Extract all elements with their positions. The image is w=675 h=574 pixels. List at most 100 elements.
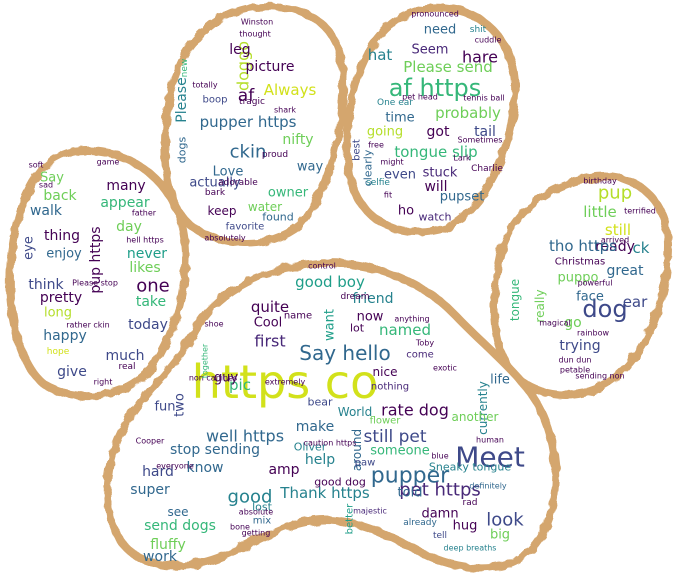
word-187: trying <box>559 338 600 354</box>
word-91: way <box>297 160 324 175</box>
word-22: work <box>143 549 178 565</box>
word-24: amp <box>268 462 299 478</box>
word-197: birthday <box>583 177 617 186</box>
word-31: big <box>490 528 510 543</box>
word-77: blue <box>431 452 448 461</box>
word-172: sad <box>39 181 53 190</box>
word-27: someone <box>370 444 430 459</box>
word-71: shoe <box>204 320 223 329</box>
word-16: pic <box>229 376 251 394</box>
word-124: will <box>424 179 447 195</box>
word-165: rather ckin <box>66 321 109 330</box>
word-85: ckin <box>230 142 267 163</box>
word-119: going <box>367 125 403 140</box>
word-46: lot <box>350 322 365 335</box>
word-47: nothing <box>371 382 409 393</box>
word-49: good dog <box>314 476 366 489</box>
word-108: shark <box>274 106 296 115</box>
word-82: pupper https <box>200 113 297 131</box>
word-0: https co <box>192 355 378 409</box>
word-8: rate dog <box>381 401 449 420</box>
word-148: day <box>116 219 142 235</box>
toe-pad-1 <box>160 2 348 247</box>
word-30: damn <box>421 507 458 522</box>
word-157: today <box>128 317 168 333</box>
word-176: little <box>583 203 617 221</box>
word-18: hard <box>142 464 174 480</box>
word-185: ear <box>623 293 648 311</box>
word-123: stuck <box>423 166 458 181</box>
word-100: tragic <box>239 97 265 107</box>
word-92: actually <box>189 176 241 191</box>
word-84: af <box>238 86 255 106</box>
word-57: control <box>308 262 336 271</box>
word-163: eye <box>22 236 37 260</box>
word-67: human <box>476 436 504 445</box>
word-164: hope <box>47 347 70 357</box>
word-74: everyone <box>156 462 194 471</box>
word-86: leg <box>229 42 250 58</box>
word-14: friend <box>353 291 394 307</box>
word-80: extremely <box>265 378 306 387</box>
word-196: rainbow <box>577 329 609 338</box>
word-150: never <box>127 246 167 262</box>
word-9: well https <box>206 427 284 446</box>
word-183: puppo <box>558 271 599 286</box>
word-70: anything <box>394 315 429 324</box>
word-98: dogs <box>176 137 189 164</box>
word-44: two <box>173 393 188 417</box>
word-75: Cooper <box>136 437 165 446</box>
word-66: rad <box>463 498 478 508</box>
word-68: Toby <box>415 339 435 348</box>
word-174: dog <box>582 295 627 323</box>
word-25: make <box>296 419 334 435</box>
word-4: pet https <box>399 480 481 501</box>
word-144: back <box>43 188 77 204</box>
word-115: hare <box>462 48 498 67</box>
word-72: absolute <box>239 508 273 517</box>
toe-pad-4 <box>490 172 672 399</box>
word-136: tennis ball <box>463 94 505 103</box>
word-141: pet head <box>402 93 438 102</box>
word-101: proud <box>262 150 288 160</box>
word-107: totally <box>192 81 218 90</box>
paw-outline <box>5 2 672 572</box>
word-131: Charlie <box>471 164 503 174</box>
word-60: caution https <box>304 439 357 448</box>
word-7: still pet <box>363 427 426 447</box>
word-167: real <box>118 362 135 372</box>
word-161: Say <box>40 171 64 186</box>
word-2: pupper <box>371 464 450 489</box>
word-32: now <box>357 310 384 325</box>
word-23: know <box>187 460 224 476</box>
word-126: watch <box>418 211 451 224</box>
word-132: selfie <box>366 178 390 188</box>
word-160: give <box>57 364 87 380</box>
word-69: exotic <box>433 364 457 373</box>
word-94: keep <box>208 204 237 218</box>
word-36: nice <box>373 365 398 379</box>
word-137: Sometimes <box>458 136 503 145</box>
word-198: arrived <box>601 236 629 245</box>
word-195: powerful <box>578 279 613 288</box>
word-162: pup https <box>88 226 104 293</box>
word-78: non canines <box>189 374 237 383</box>
word-158: happy <box>43 328 87 344</box>
word-96: found <box>262 211 294 224</box>
word-146: appear <box>100 195 150 211</box>
word-52: flower <box>370 416 402 427</box>
word-48: Oliver <box>294 441 327 454</box>
word-20: send dogs <box>144 518 216 534</box>
word-42: another <box>452 410 499 424</box>
word-76: bone <box>230 523 250 532</box>
word-166: right <box>94 378 113 387</box>
word-50: lost <box>252 501 273 514</box>
word-51: mix <box>253 516 272 527</box>
word-191: dun dun <box>559 356 592 365</box>
word-34: guy <box>214 371 238 386</box>
word-114: hat <box>368 46 393 64</box>
word-104: new <box>180 59 190 78</box>
word-180: ck <box>633 239 650 257</box>
